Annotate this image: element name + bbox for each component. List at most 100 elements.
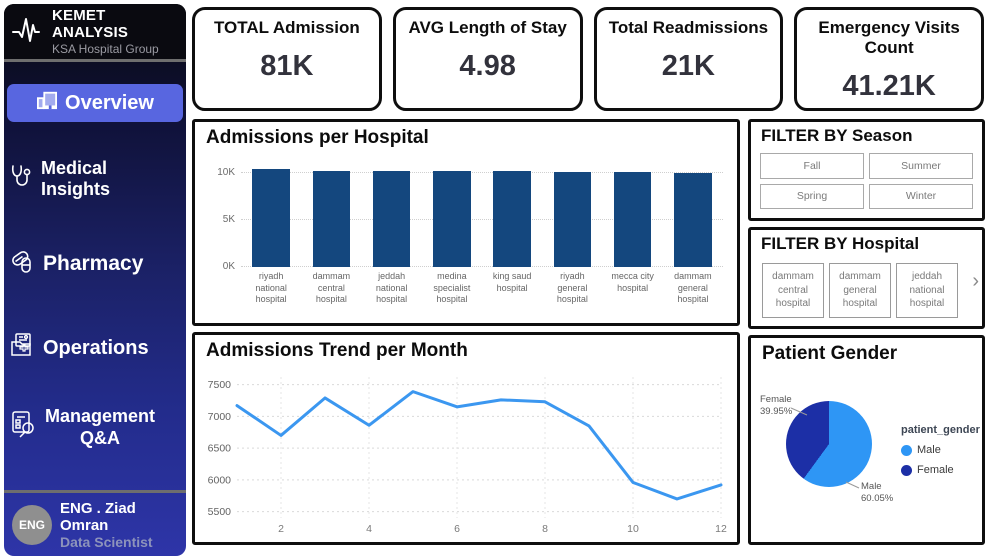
bar-category-label: king saud hospital <box>492 271 532 293</box>
kpi-value: 21K <box>661 50 715 82</box>
chevron-right-icon[interactable]: › <box>972 270 979 292</box>
gender-pie-chart[interactable] <box>786 401 872 487</box>
bars-row <box>241 164 723 267</box>
kpi-card-emergency-visits: Emergency Visits Count 41.21K <box>794 7 984 111</box>
bar-slot <box>663 164 723 267</box>
pie-legend-title: patient_gender <box>901 424 980 436</box>
kpi-value: 81K <box>260 50 314 82</box>
bar-category-label: dammam central hospital <box>312 271 351 305</box>
bar-slot <box>241 164 301 267</box>
bar-gridline <box>241 171 723 173</box>
season-option-summer[interactable]: Summer <box>869 153 973 179</box>
season-option-spring[interactable]: Spring <box>760 183 864 209</box>
bar-category-label: medina specialist hospital <box>433 271 471 305</box>
hospital-option-jeddah-national[interactable]: jeddah national hospital <box>896 263 958 318</box>
bar[interactable] <box>674 173 712 267</box>
sidebar-item-management-qa[interactable]: Management Q&A <box>4 406 186 449</box>
trend-line <box>235 390 723 501</box>
svg-text:6000: 6000 <box>208 474 232 486</box>
avatar: ENG <box>12 504 52 545</box>
hospital-option-dammam-general[interactable]: dammam general hospital <box>829 263 891 318</box>
user-name: ENG . Ziad Omran <box>60 499 136 534</box>
svg-text:6: 6 <box>454 523 460 535</box>
bar-chart-categories: riyadh national hospital dammam central h… <box>241 271 723 319</box>
bar-chart-plot[interactable]: 0K 5K 10K <box>217 164 723 272</box>
app-title: KEMET ANALYSIS <box>52 7 129 41</box>
kpi-card-total-admission: TOTAL Admission 81K <box>192 7 382 111</box>
pie-label-female: Female 39.95% <box>760 394 793 417</box>
hospital-option-dammam-central[interactable]: dammam central hospital <box>762 263 824 318</box>
bar[interactable] <box>372 170 411 267</box>
bar-slot <box>422 164 482 267</box>
sidebar-item-medical-insights[interactable]: Medical Insights <box>4 158 186 200</box>
legend-dot-icon <box>901 444 912 456</box>
bar[interactable] <box>252 168 290 267</box>
svg-text:10: 10 <box>627 523 639 535</box>
hospital-building-icon <box>36 90 58 116</box>
sidebar-item-operations[interactable]: Operations <box>4 332 186 364</box>
season-option-fall[interactable]: Fall <box>760 153 864 179</box>
legend-label: Male <box>917 444 941 456</box>
bar-gridline <box>241 266 723 267</box>
bar-slot <box>362 164 422 267</box>
bar[interactable] <box>553 171 592 267</box>
pills-icon <box>10 248 36 280</box>
kpi-card-avg-length-of-stay: AVG Length of Stay 4.98 <box>392 7 583 111</box>
bar-category-label: dammam general hospital <box>674 271 712 305</box>
bar-category-label: mecca city hospital <box>611 271 654 293</box>
bar-gridline <box>241 218 723 220</box>
admissions-trend-panel: Admissions Trend per Month 5500 6000 6500 7… <box>192 332 740 545</box>
bar-category-label: jeddah national hospital <box>375 271 408 305</box>
sidebar-item-label: Medical Insights <box>41 158 111 199</box>
kpi-title: Total Readmissions <box>608 18 769 37</box>
kpi-title: Emergency Visits Count <box>818 18 960 57</box>
sidebar-item-label: Overview <box>65 91 154 114</box>
svg-text:2: 2 <box>278 523 284 535</box>
pie-legend-item[interactable]: Female <box>901 464 980 476</box>
kpi-card-total-readmissions: Total Readmissions 21K <box>593 7 784 111</box>
kpi-title: TOTAL Admission <box>213 18 360 37</box>
bar[interactable] <box>613 172 652 267</box>
pie-legend-item[interactable]: Male <box>901 444 980 456</box>
line-chart-plot[interactable]: 5500 6000 6500 7000 7500 2 4 6 8 10 12 <box>201 369 731 538</box>
kpi-title: AVG Length of Stay <box>408 18 567 37</box>
sidebar-item-label: Pharmacy <box>43 252 144 275</box>
filter-by-hospital-panel: FILTER BY Hospital dammam central hospit… <box>748 227 985 329</box>
season-option-winter[interactable]: Winter <box>869 183 973 209</box>
bar-slot <box>301 164 361 267</box>
bar[interactable] <box>493 171 531 267</box>
bar-slot <box>603 164 663 267</box>
kpi-row: TOTAL Admission 81K AVG Length of Stay 4… <box>192 7 984 111</box>
stethoscope-icon <box>10 164 34 195</box>
sidebar-item-label: Management Q&A <box>45 406 156 448</box>
panel-title: Admissions per Hospital <box>206 127 429 148</box>
bar-ytick-label: 0K <box>222 261 235 272</box>
svg-text:5500: 5500 <box>208 506 232 518</box>
report-magnifier-icon <box>10 410 38 446</box>
pie-legend-items: Male Female <box>901 444 980 476</box>
bar-slot <box>542 164 602 267</box>
logo-block: KEMET ANALYSIS KSA Hospital Group <box>4 4 186 62</box>
sidebar-nav: Overview Medical Insights <box>4 62 186 490</box>
sidebar-item-overview[interactable]: Overview <box>7 84 183 122</box>
app-subtitle: KSA Hospital Group <box>52 42 159 56</box>
medical-folder-icon <box>10 332 36 364</box>
bar[interactable] <box>433 171 471 267</box>
patient-gender-panel: Patient Gender Female 39.95% Male 60.05%… <box>748 335 985 545</box>
hospital-options: dammam central hospital dammam general h… <box>762 263 958 318</box>
season-options: Fall Summer Spring Winter <box>760 153 973 209</box>
filter-by-season-panel: FILTER BY Season Fall Summer Spring Wint… <box>748 119 985 221</box>
svg-text:4: 4 <box>366 523 372 535</box>
sidebar: KEMET ANALYSIS KSA Hospital Group Overvi… <box>4 4 186 556</box>
svg-text:7000: 7000 <box>208 411 232 423</box>
sidebar-item-label: Operations <box>43 336 149 359</box>
bar-category-label: riyadh national hospital <box>255 271 287 305</box>
svg-text:6500: 6500 <box>208 443 232 455</box>
user-role: Data Scientist <box>60 533 153 550</box>
admissions-per-hospital-panel: Admissions per Hospital 0K 5K 10K riyadh n… <box>192 119 740 326</box>
panel-title: Patient Gender <box>762 343 898 364</box>
sidebar-item-pharmacy[interactable]: Pharmacy <box>4 248 186 280</box>
bar[interactable] <box>312 170 351 267</box>
pie-label-male: Male 60.05% <box>861 481 894 504</box>
